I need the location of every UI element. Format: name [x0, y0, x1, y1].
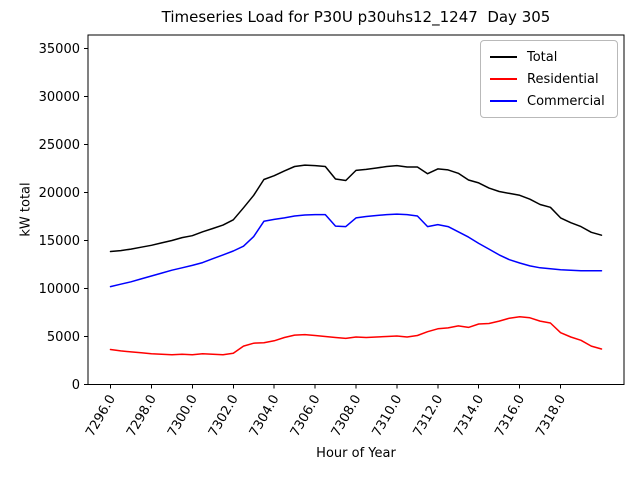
legend-entry-commercial: Commercial — [490, 90, 609, 112]
x-tick-label: 7302.0 — [206, 393, 242, 440]
x-tick-label: 7308.0 — [329, 393, 365, 440]
x-tick-label: 7304.0 — [247, 393, 283, 440]
y-tick-label: 0 — [72, 378, 80, 393]
legend-entry-total: Total — [490, 46, 609, 68]
y-tick-label: 25000 — [39, 138, 80, 153]
series-line-commercial — [109, 213, 603, 288]
y-tick-label: 35000 — [39, 42, 80, 57]
y-axis-label: kW total — [18, 182, 34, 237]
x-tick-label: 7318.0 — [533, 393, 569, 440]
y-tick-label: 20000 — [39, 186, 80, 201]
x-tick-label: 7314.0 — [451, 393, 487, 440]
chart-title: Timeseries Load for P30U p30uhs12_1247 D… — [161, 8, 551, 26]
x-tick-label: 7296.0 — [83, 393, 119, 440]
y-tick-label: 15000 — [39, 234, 80, 249]
x-tick-label: 7298.0 — [124, 393, 160, 440]
x-axis-label: Hour of Year — [316, 446, 396, 461]
legend-label-residential: Residential — [527, 71, 599, 87]
x-tick-label: 7300.0 — [165, 393, 201, 440]
series-line-residential — [109, 316, 603, 356]
legend-label-commercial: Commercial — [527, 93, 605, 109]
x-tick-label: 7306.0 — [288, 393, 324, 440]
legend-line-residential — [490, 78, 517, 80]
series-line-total — [109, 164, 603, 253]
legend-line-total — [490, 56, 517, 58]
x-tick-label: 7316.0 — [492, 393, 528, 440]
y-tick-label: 30000 — [39, 90, 80, 105]
legend-line-commercial — [490, 100, 517, 102]
x-tick-label: 7310.0 — [370, 393, 406, 440]
y-tick-label: 5000 — [47, 330, 80, 345]
legend-entry-residential: Residential — [490, 68, 609, 90]
x-tick-label: 7312.0 — [411, 393, 447, 440]
legend-label-total: Total — [527, 49, 558, 65]
legend: Total Residential Commercial — [480, 40, 618, 118]
y-tick-label: 10000 — [39, 282, 80, 297]
